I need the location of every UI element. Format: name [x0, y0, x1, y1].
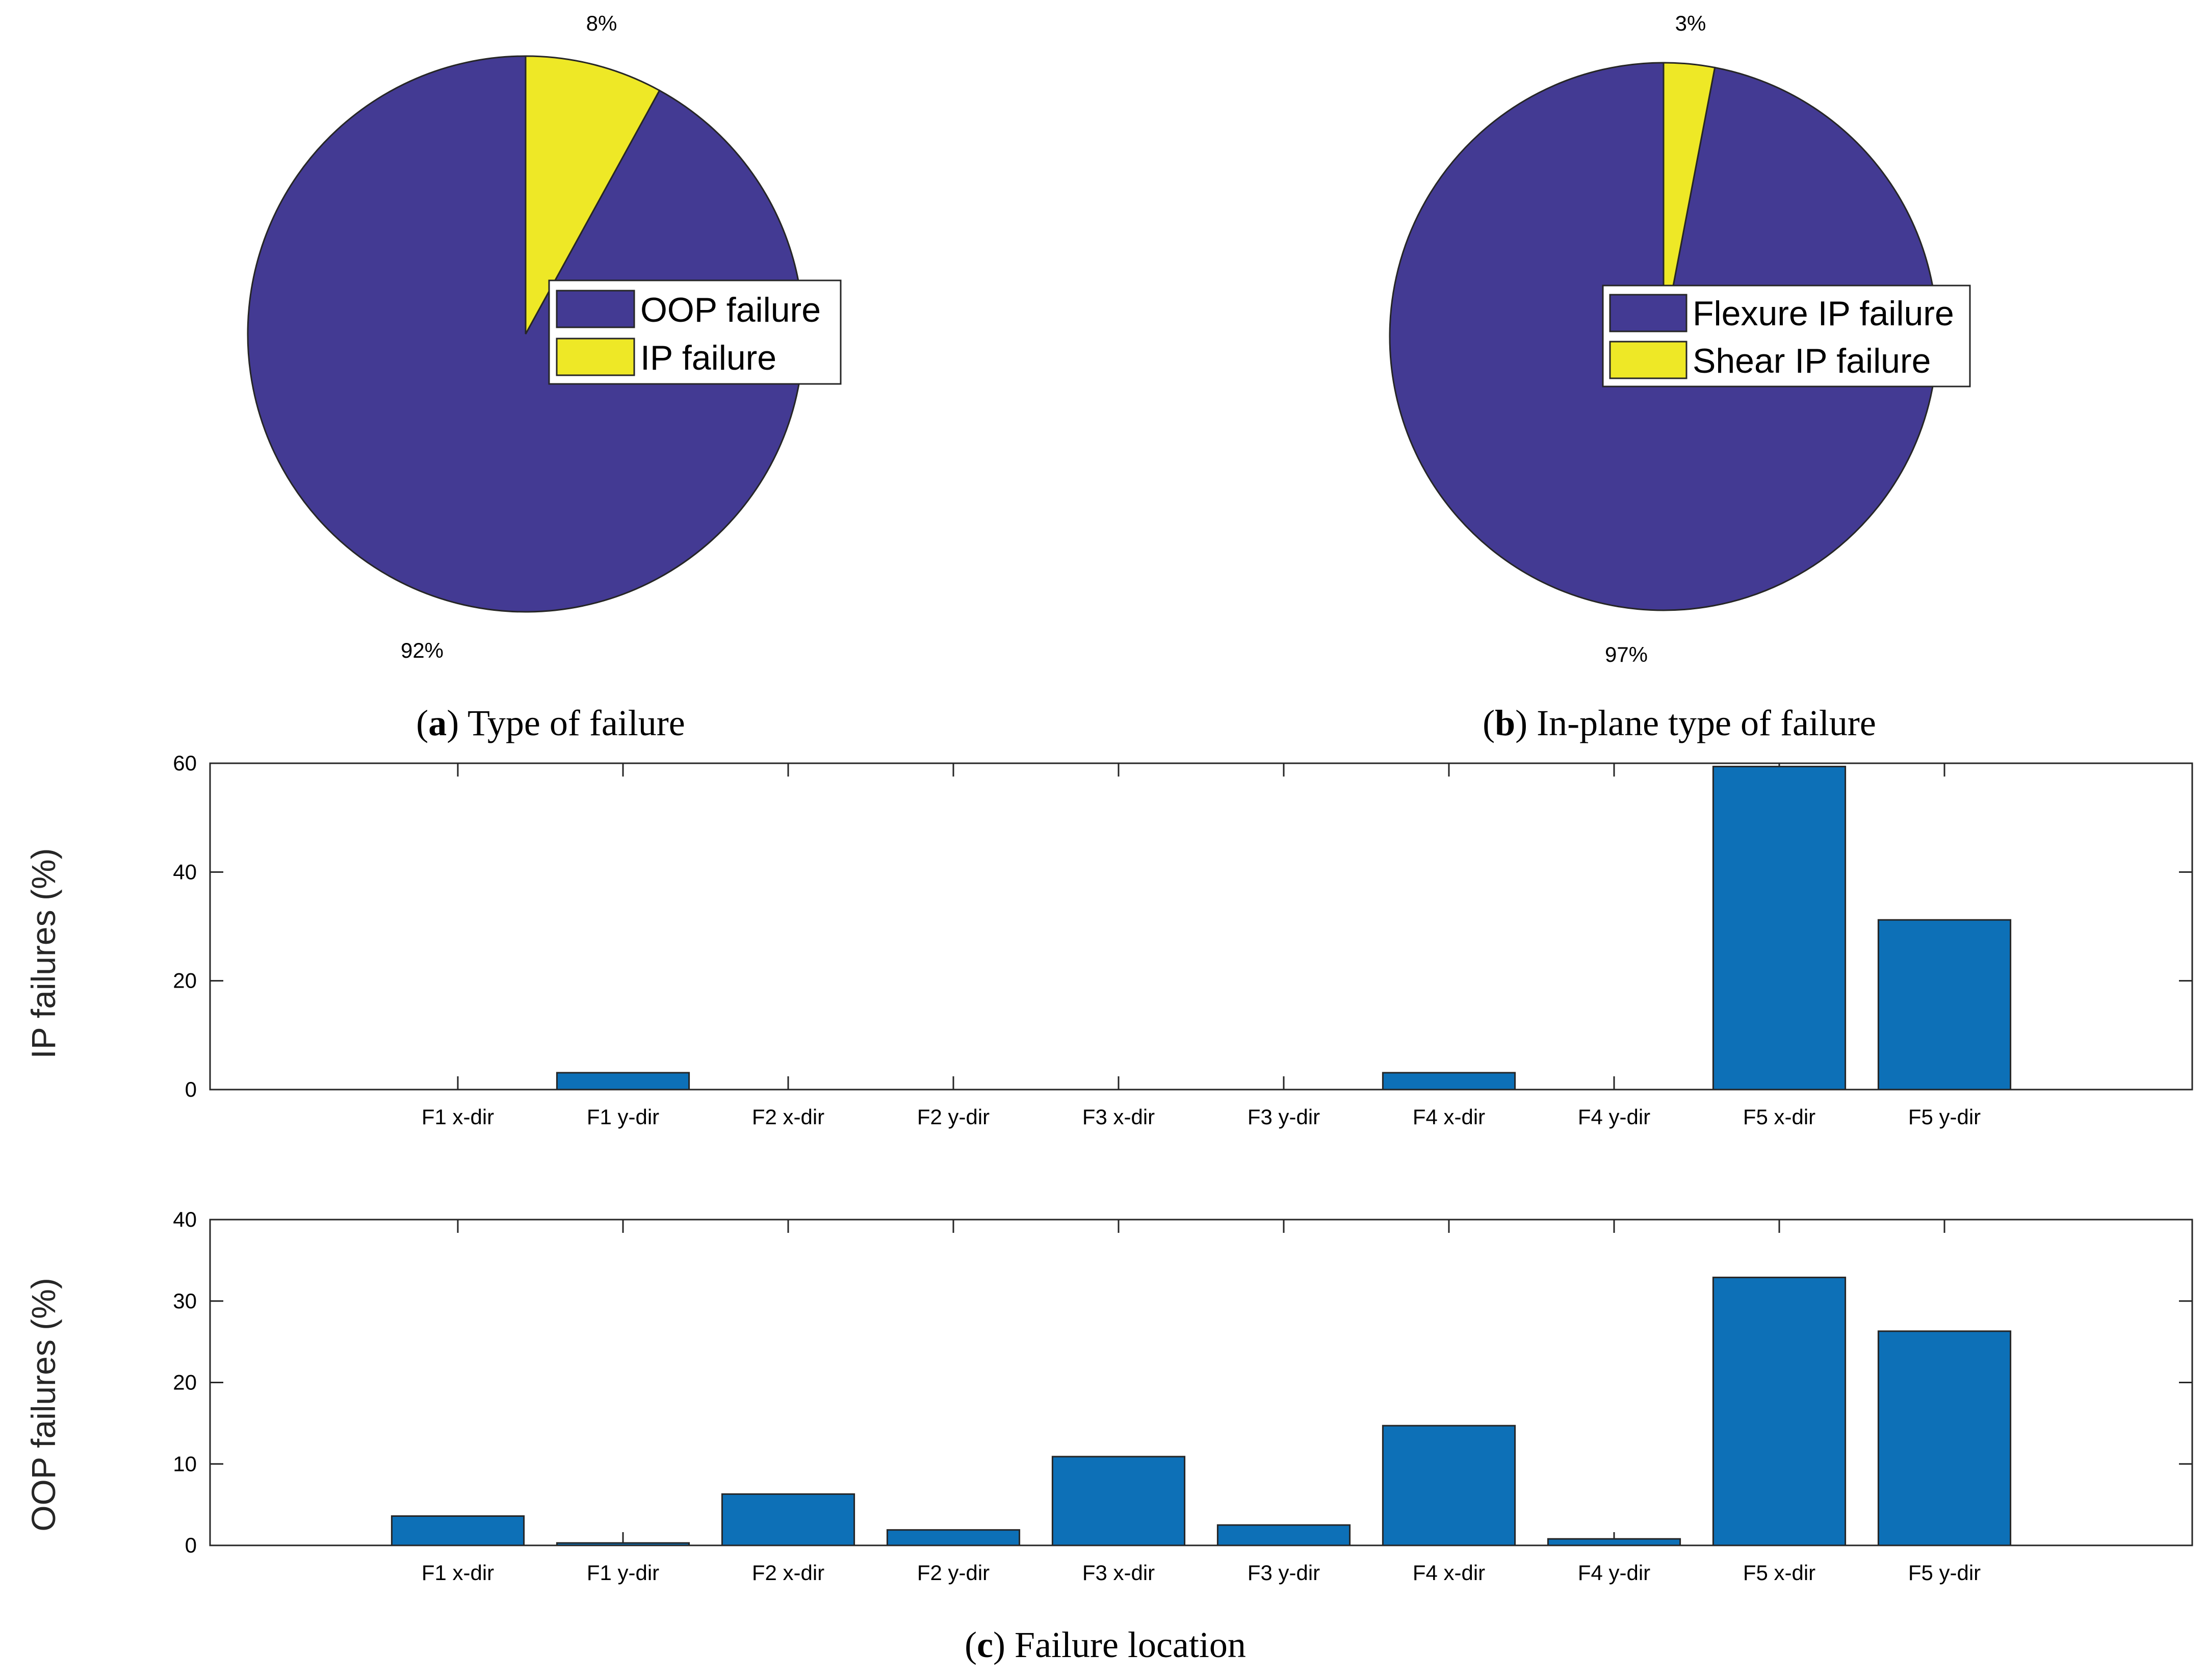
ip-bar-f5-y-dir: [1877, 919, 2012, 1091]
caption-c: (c) Failure location: [965, 1624, 1246, 1665]
y-axis-label-oop: OOP failures (%): [24, 1278, 62, 1532]
oop-xtick-label: F5 y-dir: [1908, 1561, 1981, 1585]
oop-xtick-label: F1 x-dir: [422, 1561, 494, 1585]
oop-ytick-label: 40: [173, 1207, 197, 1231]
caption-a-letter: a: [428, 703, 447, 743]
caption-b-text: In-plane type of failure: [1537, 703, 1876, 743]
legend-swatch-ip: [556, 338, 635, 376]
oop-bar-f1-y-dir: [556, 1542, 690, 1546]
pie-b-shear-percent-label: 3%: [1675, 11, 1706, 35]
ip-bar-f4-x-dir: [1382, 1072, 1516, 1091]
oop-bar-f3-x-dir: [1051, 1456, 1186, 1546]
pie-a-ip-percent-label: 8%: [586, 11, 617, 35]
pie-b-slice-minor: [1663, 62, 1716, 337]
ip-xtick-label: F2 x-dir: [752, 1105, 824, 1129]
oop-bar-f5-x-dir: [1712, 1276, 1847, 1546]
caption-a-text: Type of failure: [468, 703, 685, 743]
ip-ytick-label: 0: [185, 1077, 197, 1101]
oop-bar-f2-y-dir: [886, 1529, 1021, 1546]
ip-xtick-label: F2 y-dir: [917, 1105, 990, 1129]
bar-chart-oop-failures: 0 10 20 30 40 F1 x-dir F1 y-dir F2 x-dir F2 y-di…: [173, 1207, 2193, 1585]
ip-ytick-label: 60: [173, 751, 197, 775]
ip-xtick-label: F4 y-dir: [1578, 1105, 1650, 1129]
caption-c-letter: c: [977, 1624, 993, 1665]
oop-bar-f4-x-dir: [1382, 1425, 1516, 1546]
y-axis-label-ip: IP failures (%): [24, 848, 62, 1058]
ip-xtick-label: F4 x-dir: [1413, 1105, 1485, 1129]
oop-xtick-label: F4 x-dir: [1413, 1561, 1485, 1585]
oop-xtick-label: F5 x-dir: [1743, 1561, 1815, 1585]
bar-chart-ip-failures: 0 20 40 60 F1 x-dir F1 y-dir F2 x-dir F2 y-dir F…: [173, 751, 2193, 1129]
oop-bar-f3-y-dir: [1216, 1524, 1351, 1546]
legend-swatch-oop: [556, 290, 635, 328]
legend-swatch-shear: [1609, 341, 1687, 379]
oop-xtick-label: F2 y-dir: [917, 1561, 990, 1585]
oop-bar-f2-x-dir: [721, 1493, 855, 1546]
legend-swatch-flexure: [1609, 294, 1687, 332]
ip-bar-f1-y-dir: [556, 1072, 690, 1091]
oop-bar-f1-x-dir: [391, 1515, 525, 1546]
oop-ytick-label: 0: [185, 1533, 197, 1557]
caption-c-text: Failure location: [1015, 1624, 1246, 1665]
oop-ytick-label: 20: [173, 1371, 197, 1394]
ip-xtick-label: F3 x-dir: [1082, 1105, 1155, 1129]
oop-bar-f5-y-dir: [1877, 1330, 2012, 1546]
legend-label-shear-ip-failure: Shear IP failure: [1693, 342, 1931, 380]
oop-ytick-label: 30: [173, 1289, 197, 1313]
ip-xtick-label: F3 y-dir: [1248, 1105, 1320, 1129]
caption-a: (a) Type of failure: [416, 703, 685, 743]
oop-xtick-label: F2 x-dir: [752, 1561, 824, 1585]
oop-xtick-label: F3 x-dir: [1082, 1561, 1155, 1585]
pie-a-oop-percent-label: 92%: [401, 638, 444, 662]
ip-axes-box: [209, 762, 2193, 1091]
ip-xtick-label: F1 x-dir: [422, 1105, 494, 1129]
oop-xtick-label: F1 y-dir: [587, 1561, 659, 1585]
legend-label-flexure-ip-failure: Flexure IP failure: [1693, 294, 1954, 333]
pie-a-legend: OOP failure IP failure: [548, 279, 842, 385]
pie-b-flexure-percent-label: 97%: [1605, 642, 1648, 666]
oop-bar-f4-y-dir: [1547, 1538, 1681, 1546]
ip-xtick-label: F1 y-dir: [587, 1105, 659, 1129]
ip-ytick-label: 20: [173, 969, 197, 993]
pie-chart-type-of-failure: [247, 55, 804, 613]
oop-xtick-label: F3 y-dir: [1248, 1561, 1320, 1585]
legend-label-oop-failure: OOP failure: [640, 291, 821, 329]
pie-a-slice-minor: [525, 55, 661, 334]
oop-ytick-label: 10: [173, 1452, 197, 1476]
ip-xtick-label: F5 x-dir: [1743, 1105, 1815, 1129]
pie-b-legend: Flexure IP failure Shear IP failure: [1602, 285, 1971, 387]
ip-xtick-label: F5 y-dir: [1908, 1105, 1981, 1129]
ip-ytick-label: 40: [173, 860, 197, 884]
caption-b: (b) In-plane type of failure: [1483, 703, 1876, 743]
ip-bar-f5-x-dir: [1712, 765, 1847, 1091]
oop-xtick-label: F4 y-dir: [1578, 1561, 1650, 1585]
legend-label-ip-failure: IP failure: [640, 339, 776, 377]
caption-b-letter: b: [1495, 703, 1515, 743]
